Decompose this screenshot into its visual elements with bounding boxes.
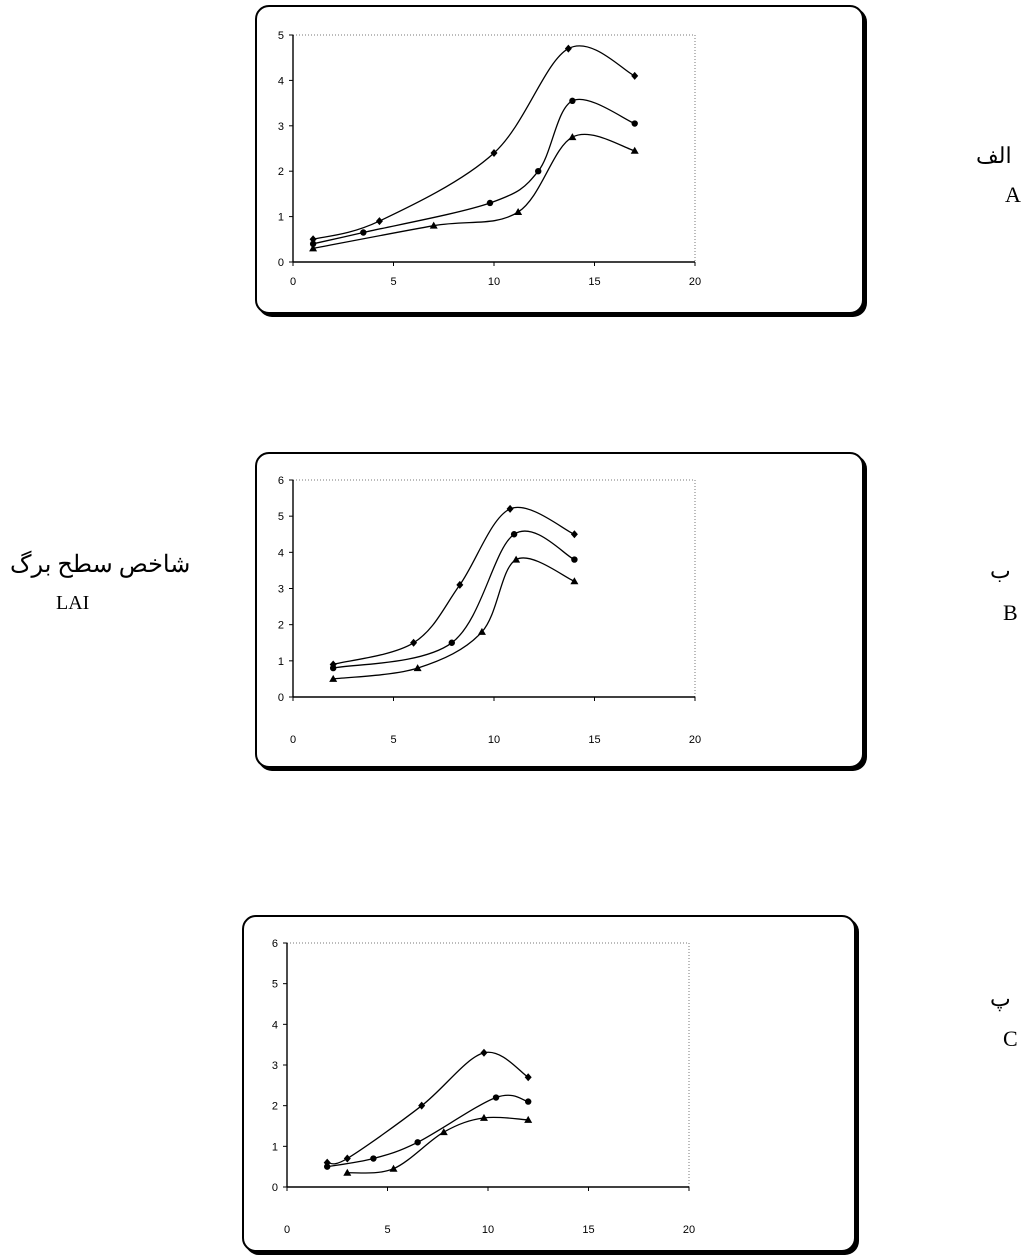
y-tick-label: 1 <box>278 212 284 224</box>
x-tick-label: 0 <box>284 1224 290 1236</box>
x-tick-label: 10 <box>488 276 500 288</box>
data-point-triangle <box>413 664 422 672</box>
panel-b-label-persian: ب <box>990 558 1011 583</box>
chart-panel-c: 0 1 2 3 4 5 6 0 5 10 15 20 <box>242 915 856 1252</box>
data-point-diamond <box>506 504 514 513</box>
series-line-diamond <box>327 1051 529 1165</box>
data-point-triangle <box>429 221 438 229</box>
x-tick-label: 5 <box>384 1224 390 1236</box>
y-tick-label: 3 <box>272 1060 278 1072</box>
x-tick-label: 5 <box>390 734 396 746</box>
x-tick-label: 0 <box>290 734 296 746</box>
y-tick-label: 0 <box>278 692 284 704</box>
data-point-diamond <box>490 149 498 158</box>
panel-a-label-english: A <box>1005 182 1021 207</box>
y-axis-label-persian: شاخص سطح برگ <box>10 552 191 578</box>
y-tick-label: 0 <box>278 257 284 269</box>
data-point-circle <box>510 531 518 538</box>
y-tick-label: 4 <box>278 547 284 559</box>
data-point-diamond <box>480 1048 488 1057</box>
data-point-triangle <box>439 1128 448 1136</box>
y-tick-label: 1 <box>272 1141 278 1153</box>
x-tick-label: 10 <box>488 734 500 746</box>
x-tick-label: 20 <box>689 734 701 746</box>
data-point-circle <box>631 120 638 127</box>
data-point-triangle <box>329 674 338 682</box>
y-axis-label-english: LAI <box>56 592 90 614</box>
x-tick-label: 20 <box>689 276 701 288</box>
series-line-circle <box>333 530 575 669</box>
y-tick-label: 5 <box>272 979 278 991</box>
data-point-triangle <box>512 555 521 563</box>
data-point-circle <box>309 240 317 248</box>
data-point-circle <box>525 1098 532 1105</box>
data-point-triangle <box>630 146 639 154</box>
data-point-triangle <box>389 1164 398 1172</box>
data-point-diamond <box>410 638 418 647</box>
y-tick-label: 2 <box>278 166 284 178</box>
x-tick-label: 15 <box>588 276 600 288</box>
data-point-diamond <box>631 71 639 80</box>
data-point-diamond <box>375 217 383 226</box>
data-point-circle <box>486 199 494 207</box>
y-tick-label: 2 <box>278 620 284 632</box>
data-point-diamond <box>456 580 464 589</box>
y-tick-label: 1 <box>278 656 284 668</box>
data-point-diamond <box>418 1101 426 1110</box>
data-point-circle <box>330 664 337 672</box>
x-tick-label: 0 <box>290 276 296 288</box>
data-point-triangle <box>343 1168 352 1176</box>
data-point-circle <box>448 639 455 646</box>
y-tick-label: 2 <box>272 1101 278 1113</box>
panel-b-label-english: B <box>1003 600 1018 625</box>
data-point-circle <box>370 1155 377 1162</box>
data-point-circle <box>535 168 542 175</box>
data-point-diamond <box>343 1154 351 1163</box>
data-point-triangle <box>524 1115 533 1123</box>
x-tick-label: 10 <box>482 1224 494 1236</box>
series-line-circle <box>327 1094 529 1168</box>
data-point-triangle <box>568 133 577 141</box>
data-point-diamond <box>524 1073 532 1082</box>
series-line-triangle <box>333 557 575 680</box>
panel-c-label-persian: پ <box>990 986 1011 1011</box>
data-point-triangle <box>514 208 523 216</box>
data-point-circle <box>492 1094 500 1101</box>
data-point-circle <box>360 229 367 236</box>
data-point-triangle <box>570 577 579 585</box>
x-tick-label: 15 <box>588 734 600 746</box>
y-tick-label: 3 <box>278 584 284 596</box>
y-tick-label: 0 <box>272 1182 278 1194</box>
y-tick-label: 6 <box>278 475 284 487</box>
y-tick-label: 4 <box>278 75 284 87</box>
data-point-diamond <box>564 44 572 53</box>
chart-b: 0 1 2 3 4 5 6 0 5 10 15 20 <box>278 475 701 746</box>
data-point-circle <box>414 1139 421 1146</box>
x-tick-label: 15 <box>582 1224 594 1236</box>
chart-panel-a: 0 1 2 3 4 5 0 5 10 15 20 <box>255 5 864 314</box>
series-line-triangle <box>347 1116 529 1174</box>
chart-c: 0 1 2 3 4 5 6 0 5 10 15 20 <box>272 938 695 1236</box>
data-point-diamond <box>570 530 578 539</box>
y-tick-label: 4 <box>272 1019 278 1031</box>
panel-c-label-english: C <box>1003 1026 1018 1051</box>
data-point-triangle <box>309 244 318 252</box>
y-tick-label: 3 <box>278 121 284 133</box>
y-tick-label: 6 <box>272 938 278 950</box>
x-tick-label: 20 <box>683 1224 695 1236</box>
data-point-triangle <box>477 627 486 635</box>
data-point-circle <box>324 1163 331 1170</box>
data-point-circle <box>571 556 578 563</box>
y-tick-label: 5 <box>278 30 284 42</box>
data-point-circle <box>569 97 576 105</box>
y-tick-label: 5 <box>278 511 284 523</box>
data-point-triangle <box>479 1113 488 1121</box>
chart-a: 0 1 2 3 4 5 0 5 10 15 20 <box>278 30 701 288</box>
x-tick-label: 5 <box>390 276 396 288</box>
chart-panel-b: 0 1 2 3 4 5 6 0 5 10 15 20 <box>255 452 864 768</box>
series-line-diamond <box>312 45 635 240</box>
panel-a-label-persian: الف <box>976 143 1012 168</box>
